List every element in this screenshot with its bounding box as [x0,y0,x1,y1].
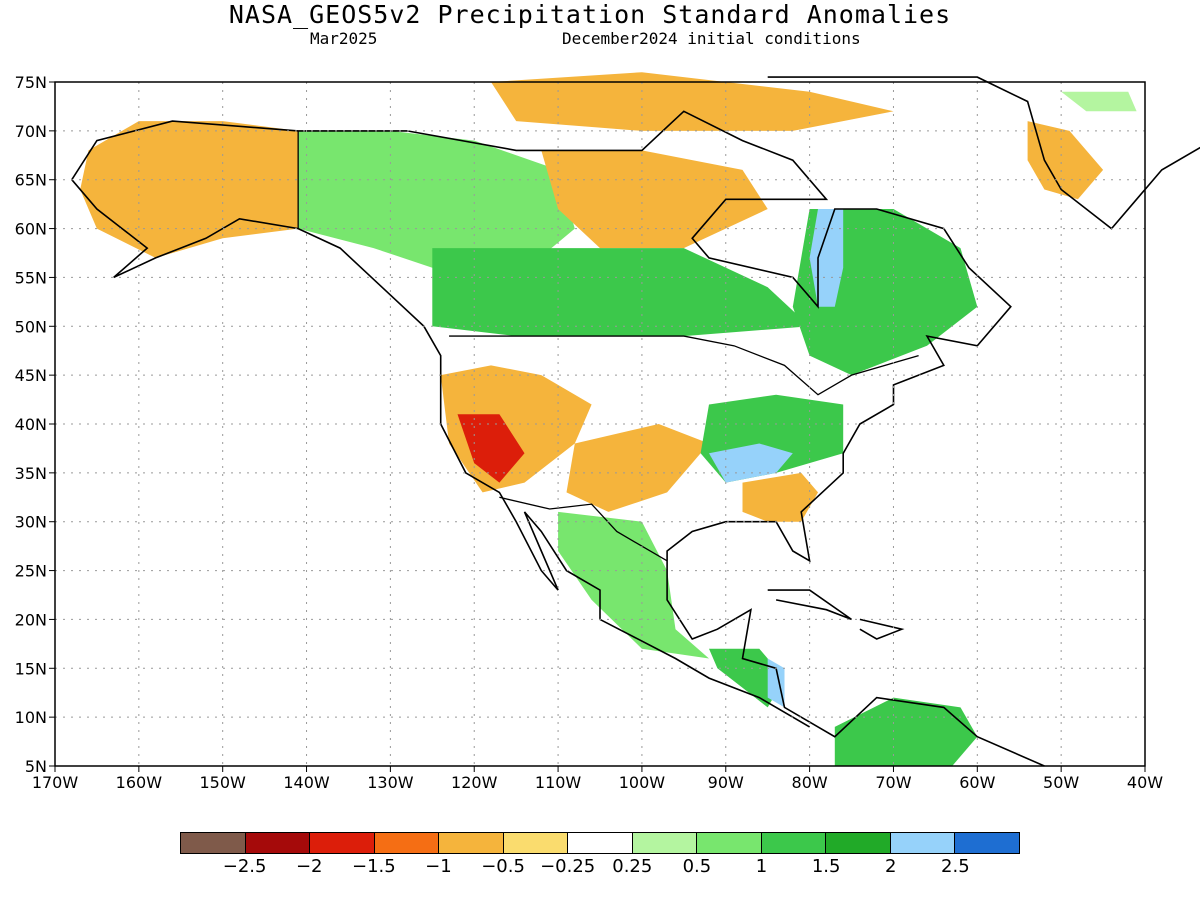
forecast-month: Mar2025 [310,29,378,48]
initial-conditions: December2024 initial conditions [562,29,861,48]
lon-label: 50W [1043,773,1079,792]
lon-label: 80W [792,773,828,792]
colorbar-swatch [697,833,762,853]
colorbar-label: −2 [295,856,323,877]
lon-label: 130W [367,773,414,792]
lat-label: 25N [15,562,47,581]
anomaly-region [1027,121,1104,200]
lat-label: 75N [15,73,47,92]
lon-label: 110W [535,773,582,792]
anomaly-region [709,443,793,483]
colorbar-swatch [245,833,311,853]
colorbar-swatch [310,833,375,853]
anomaly-region [566,424,709,512]
lat-label: 55N [15,268,47,287]
colorbar-label: 1.5 [811,856,841,877]
lon-label: 100W [619,773,666,792]
colorbar-swatch [826,833,891,853]
colorbar-swatch [955,833,1019,853]
anomaly-region [742,472,818,522]
anomaly-region [558,511,709,659]
lat-label: 10N [15,708,47,727]
lat-label: 15N [15,659,47,678]
colorbar-swatch [439,833,504,853]
coastline [71,110,1045,767]
colorbar-label: 0.25 [612,856,653,877]
coastline [767,589,852,621]
lon-label: 160W [116,773,163,792]
lat-label: 50N [15,317,47,336]
lat-label: 70N [15,122,47,141]
colorbar-swatch [374,833,440,853]
anomaly-region [80,121,299,258]
lat-label: 5N [25,757,47,776]
colorbar-label: −0.25 [540,856,596,877]
lat-label: 40N [15,415,47,434]
lat-label: 60N [15,220,47,239]
anomaly-region [541,150,768,249]
anomaly-region [432,248,810,337]
border-us-mexico [499,496,668,562]
colorbar [180,832,1020,854]
lat-label: 20N [15,610,47,629]
lon-label: 120W [451,773,498,792]
coastline [859,618,905,640]
border-us-canada [449,335,919,396]
lat-label: 45N [15,366,47,385]
lat-label: 30N [15,513,47,532]
colorbar-swatch [890,833,956,853]
colorbar-swatch [181,833,246,853]
lon-label: 150W [200,773,247,792]
coastline [767,76,1200,230]
lat-label: 35N [15,464,47,483]
anomaly-region [767,658,785,708]
anomaly-region [834,697,978,766]
anomaly-region [298,130,575,278]
colorbar-label: −1 [425,856,452,877]
lon-label: 140W [283,773,330,792]
coastline [71,179,811,728]
colorbar-label: −1.5 [351,856,396,877]
anomaly-region [709,648,785,708]
lon-label: 60W [959,773,995,792]
colorbar-swatch [568,833,633,853]
colorbar-label: −0.5 [481,856,525,877]
colorbar-label: 0.5 [682,856,712,877]
anomaly-region [491,72,894,131]
lon-label: 90W [708,773,744,792]
colorbar-label: −2.5 [222,856,267,877]
colorbar-swatch [632,833,698,853]
colorbar-label: 1 [755,856,768,877]
anomaly-region [457,414,525,483]
colorbar-label: 2.5 [941,856,970,877]
colorbar-swatch [761,833,827,853]
lat-label: 65N [15,171,47,190]
lon-label: 170W [32,773,79,792]
lon-label: 40W [1127,773,1163,792]
map-title: NASA_GEOS5v2 Precipitation Standard Anom… [228,0,952,29]
colorbar-swatch [503,833,569,853]
anomaly-region [1061,91,1137,112]
lon-label: 70W [875,773,911,792]
colorbar-label: 2 [885,856,897,877]
